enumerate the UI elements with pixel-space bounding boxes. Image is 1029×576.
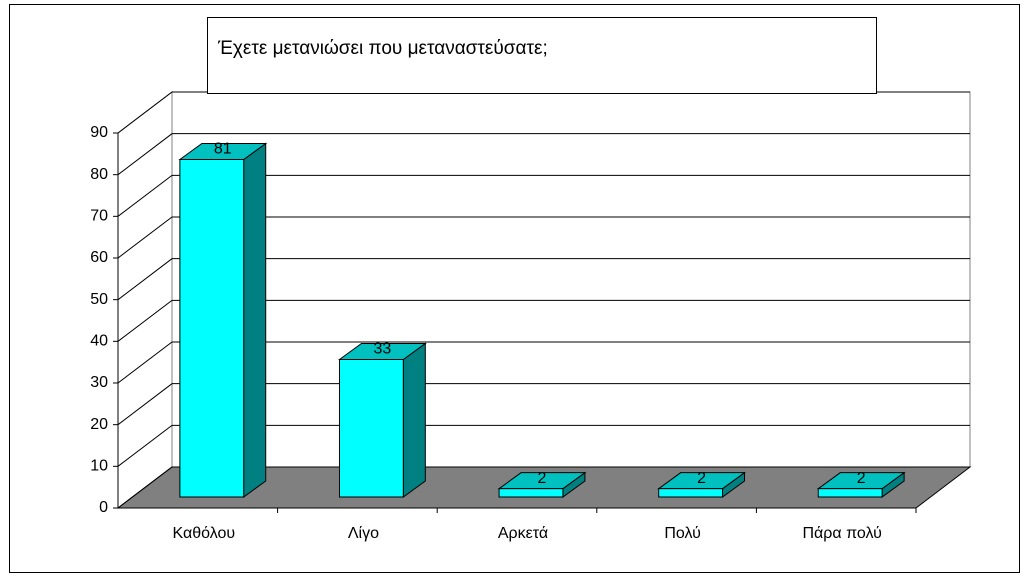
y-tick-label: 60 bbox=[90, 249, 108, 266]
x-tick-label: Πολύ bbox=[664, 525, 701, 542]
x-tick-label: Αρκετά bbox=[498, 525, 548, 542]
back-wall bbox=[171, 91, 971, 468]
bar-side bbox=[243, 142, 267, 498]
grid-line bbox=[117, 216, 970, 259]
grid-line bbox=[117, 383, 970, 426]
y-tick-label: 80 bbox=[90, 166, 108, 183]
y-tick-label: 10 bbox=[90, 458, 108, 475]
grid-line bbox=[117, 424, 970, 467]
x-tick-label: Πάρα πολύ bbox=[803, 525, 882, 542]
grid-line bbox=[117, 466, 970, 509]
bar-front bbox=[817, 488, 883, 498]
data-label: 81 bbox=[214, 141, 232, 158]
bar-side bbox=[402, 342, 426, 498]
bar bbox=[657, 471, 747, 498]
y-tick-label: 90 bbox=[90, 124, 108, 141]
x-tick-label: Καθόλου bbox=[172, 525, 235, 542]
x-tick-label: Λίγο bbox=[348, 525, 379, 542]
bar-front bbox=[658, 488, 724, 498]
bar-front bbox=[179, 159, 245, 498]
title-box bbox=[207, 17, 877, 94]
bar bbox=[497, 471, 587, 498]
grid-line bbox=[117, 341, 970, 384]
plot-area: 0 10 20 30 40 50 60 70 80 90 Καθόλου 81 Λίγο 33 Αρκετά… bbox=[90, 90, 972, 542]
grid-line bbox=[117, 258, 970, 301]
data-label: 33 bbox=[374, 341, 392, 358]
data-label: 2 bbox=[697, 470, 706, 487]
bar-front bbox=[498, 488, 564, 498]
data-label: 2 bbox=[538, 470, 547, 487]
y-tick-label: 20 bbox=[90, 416, 108, 433]
y-tick-label: 50 bbox=[90, 291, 108, 308]
chart-title: Έχετε μετανιώσει που μεταναστεύσατε; bbox=[217, 38, 548, 59]
grid-line bbox=[117, 174, 970, 217]
grid-line bbox=[117, 133, 970, 176]
y-tick-label: 40 bbox=[90, 333, 108, 350]
grid-line bbox=[117, 299, 970, 342]
bar-front bbox=[338, 359, 404, 498]
bar bbox=[816, 471, 906, 498]
y-tick-label: 70 bbox=[90, 208, 108, 225]
y-tick-label: 0 bbox=[99, 499, 108, 516]
bar bbox=[178, 142, 268, 498]
data-label: 2 bbox=[857, 470, 866, 487]
bar bbox=[337, 342, 427, 498]
y-tick-label: 30 bbox=[90, 374, 108, 391]
